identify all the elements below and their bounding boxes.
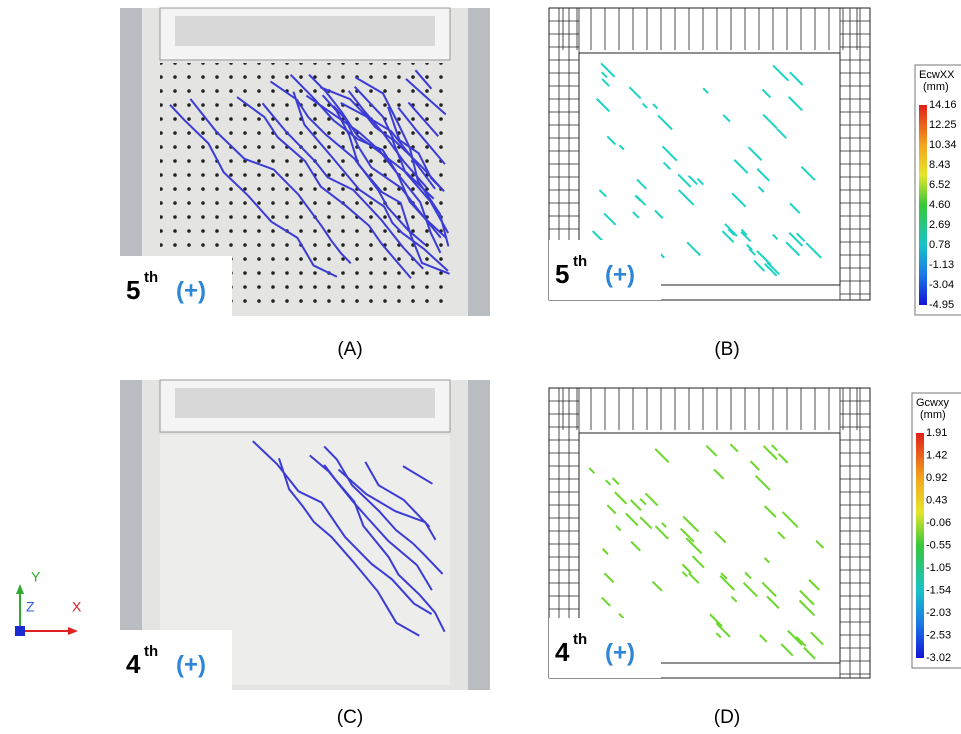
panel: 4th (+) (C) (120, 380, 490, 728)
legend-title: Gcwxy (916, 397, 950, 409)
legend-value: -0.06 (926, 517, 951, 529)
legend-value: -2.53 (926, 629, 951, 641)
beam-shadow (175, 388, 435, 418)
tag-number: 4 (555, 637, 570, 667)
panel-label: (A) (337, 339, 362, 360)
colorbar (919, 105, 927, 305)
colorbar (916, 433, 924, 658)
legend-value: -3.02 (926, 652, 951, 664)
legend-value: 8.43 (929, 159, 950, 171)
legend-value: 0.92 (926, 472, 947, 484)
tag-suffix: th (144, 643, 158, 660)
legend-title: EcwXX (919, 69, 955, 81)
panel-label: (C) (337, 707, 363, 728)
legend-value: 0.43 (926, 494, 947, 506)
tag-sign: (+) (176, 651, 206, 678)
legend-value: 14.16 (929, 99, 957, 111)
axis-label: Z (26, 599, 35, 615)
legend-value: -1.05 (926, 562, 951, 574)
tag-suffix: th (573, 631, 587, 648)
figure: Y Z X 5th(+)(A)5th(+)(B)EcwXX(mm)14.1612… (0, 0, 961, 734)
tag-sign: (+) (176, 277, 206, 304)
legend-unit: (mm) (920, 409, 946, 421)
panel: 5th (+) (A) (120, 8, 490, 360)
panel: 4th (+) (D) Gcwxy(mm) 1.91 1.42 0.92 0.43 -0.06 -… (549, 388, 961, 728)
legend-value: 12.25 (929, 119, 957, 131)
axis-triad: Y Z X (15, 569, 82, 636)
legend-value: 2.69 (929, 219, 950, 231)
axis-label: X (72, 599, 82, 615)
panel: 5th (+) (B) EcwXX(mm) 14.16 12.25 10.34 8.43 6.5… (549, 8, 961, 360)
tag-number: 4 (126, 649, 141, 679)
tag-sign: (+) (605, 261, 635, 288)
legend-value: 0.78 (929, 239, 950, 251)
axis-label: Y (31, 569, 41, 585)
tag-suffix: th (573, 253, 587, 270)
legend-value: -1.54 (926, 584, 951, 596)
legend-value: 10.34 (929, 139, 957, 151)
column (468, 8, 490, 316)
legend-value: -3.04 (929, 279, 954, 291)
legend-unit: (mm) (923, 81, 949, 93)
legend-value: -2.03 (926, 607, 951, 619)
panel-label: (D) (714, 707, 740, 728)
tag-number: 5 (555, 259, 569, 289)
tag-suffix: th (144, 269, 158, 286)
legend-value: -1.13 (929, 259, 954, 271)
legend-value: -0.55 (926, 539, 951, 551)
legend-value: 1.91 (926, 427, 947, 439)
legend-value: 6.52 (929, 179, 950, 191)
column (468, 380, 490, 690)
panel-label: (B) (714, 339, 739, 360)
tag-sign: (+) (605, 639, 635, 666)
tag-number: 5 (126, 275, 140, 305)
legend-value: 1.42 (926, 449, 947, 461)
legend-value: -4.95 (929, 299, 954, 311)
beam-shadow (175, 16, 435, 46)
legend-value: 4.60 (929, 199, 950, 211)
